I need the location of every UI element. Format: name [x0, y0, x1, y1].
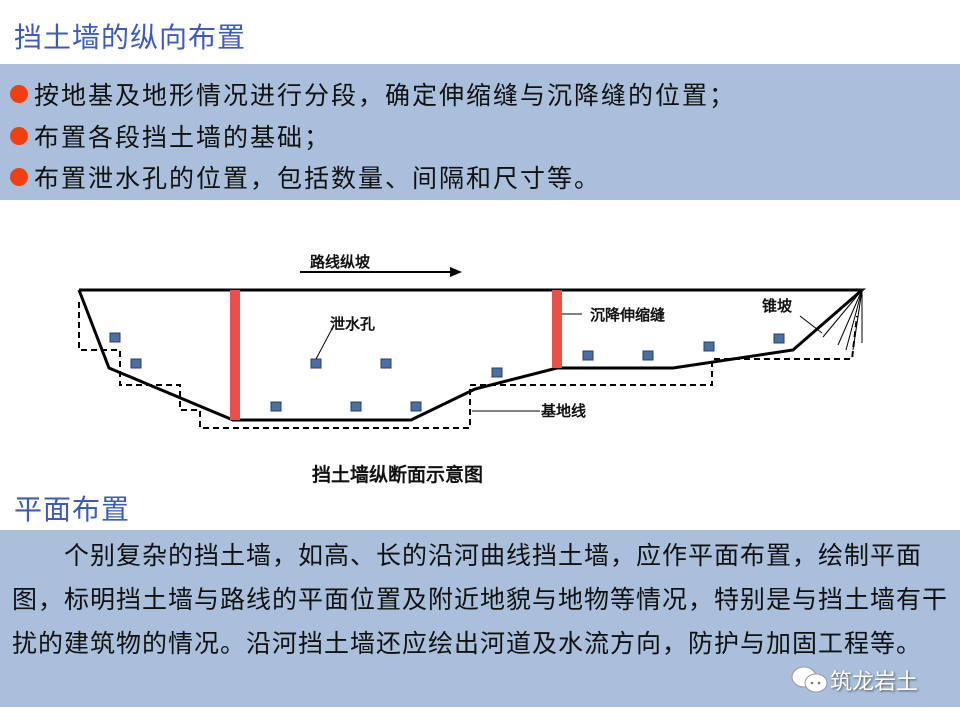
- watermark: 筑龙岩土: [790, 664, 918, 696]
- section-title-longitudinal: 挡土墙的纵向布置: [14, 21, 247, 54]
- plan-paragraph: 个别复杂的挡土墙，如高、长的沿河曲线挡土墙，应作平面布置，绘制平面图，标明挡土墙…: [12, 541, 949, 658]
- bullet-item: 布置各段挡土墙的基础；: [10, 118, 331, 154]
- diagram-caption: 挡土墙纵断面示意图: [312, 464, 484, 486]
- bullet-dot-icon: [10, 127, 28, 145]
- bullet-item: 按地基及地形情况进行分段，确定伸缩缝与沉降缝的位置；: [10, 76, 736, 112]
- slope-direction-label: 路线纵坡: [310, 253, 371, 271]
- bullet-band: 按地基及地形情况进行分段，确定伸缩缝与沉降缝的位置； 布置各段挡土墙的基础； 布…: [0, 64, 960, 200]
- longitudinal-section-diagram: 路线纵坡 泄水孔 沉降伸缩缝 锥坡 基地线: [0, 240, 960, 500]
- bullet-dot-icon: [10, 168, 28, 186]
- section-title-plan: 平面布置: [14, 493, 131, 526]
- foundation-line-label: 基地线: [541, 402, 587, 420]
- drain-hole-label: 泄水孔: [330, 315, 376, 333]
- watermark-text: 筑龙岩土: [830, 670, 919, 695]
- bullet-dot-icon: [10, 85, 28, 103]
- wechat-icon: [791, 666, 828, 693]
- bullet-item: 布置泄水孔的位置，包括数量、间隔和尺寸等。: [10, 159, 601, 195]
- cone-slope-label: 锥坡: [762, 297, 793, 315]
- joint-label: 沉降伸缩缝: [590, 306, 666, 324]
